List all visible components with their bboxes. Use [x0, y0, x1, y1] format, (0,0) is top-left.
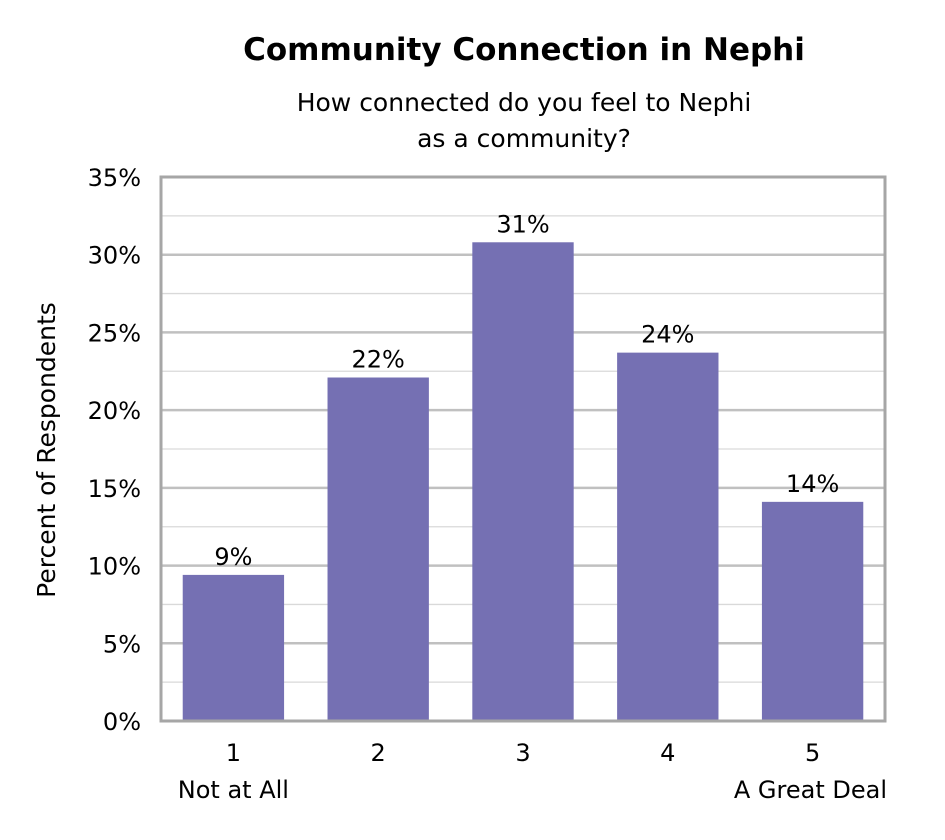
x-tick-label-4: 4 [660, 739, 675, 767]
bar-3 [472, 242, 574, 721]
bar-1 [182, 574, 285, 721]
x-tick-label-5: 5 [805, 739, 820, 767]
data-labels: 9% 22% 31% 24% 14% [214, 210, 839, 571]
x-tick-label-1: 1 [226, 739, 241, 767]
y-tick-label: 15% [88, 475, 141, 503]
data-label-5: 14% [786, 470, 839, 498]
x-sublabel-not-at-all: Not at All [178, 776, 289, 804]
data-label-3: 31% [496, 210, 549, 238]
data-label-1: 9% [214, 543, 252, 571]
y-tick-labels: 0% 5% 10% 15% 20% 25% 30% 35% [88, 164, 141, 736]
bar-2 [327, 377, 429, 721]
plot-border [159, 175, 887, 723]
data-label-4: 24% [641, 321, 694, 349]
data-label-2: 22% [352, 346, 405, 374]
y-tick-label: 20% [88, 397, 141, 425]
chart-title: Community Connection in Nephi [243, 32, 805, 68]
x-sublabel-a-great-deal: A Great Deal [734, 776, 887, 804]
y-axis-label: Percent of Respondents [32, 302, 61, 598]
bars-group [182, 242, 864, 721]
x-tick-label-3: 3 [515, 739, 530, 767]
y-tick-label: 35% [88, 164, 141, 192]
chart-subtitle-line-2: as a community? [417, 124, 631, 153]
y-tick-label: 5% [103, 630, 141, 658]
y-tick-label: 10% [88, 553, 141, 581]
chart-subtitle-line-1: How connected do you feel to Nephi [297, 88, 752, 117]
bar-4 [617, 352, 719, 721]
x-tick-labels: 1 2 3 4 5 Not at All A Great Deal [178, 739, 887, 804]
plot-frame [159, 175, 887, 723]
x-tick-label-2: 2 [371, 739, 386, 767]
y-tick-label: 30% [88, 242, 141, 270]
y-tick-label: 0% [103, 708, 141, 736]
y-tick-label: 25% [88, 319, 141, 347]
bar-5 [761, 501, 864, 721]
